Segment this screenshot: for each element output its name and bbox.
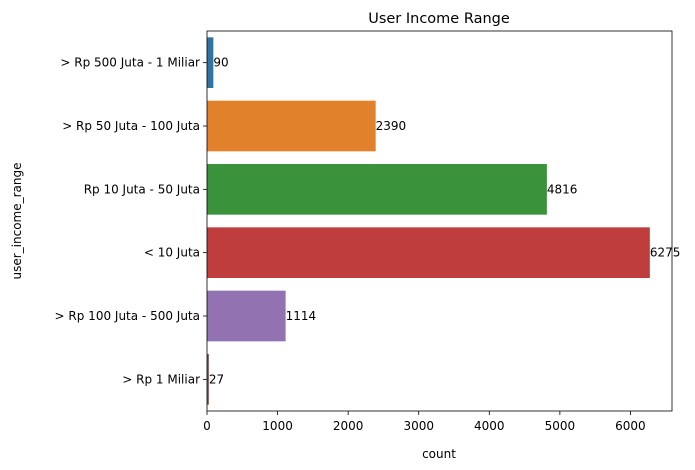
x-tick-label: 5000 [545, 419, 576, 433]
y-axis-label: user_income_range [10, 162, 24, 279]
bar [207, 290, 286, 342]
bar [207, 164, 547, 215]
chart-title: User Income Range [368, 11, 510, 27]
bars-group [207, 37, 650, 405]
x-ticks: 0 1000 2000 3000 4000 5000 6000 [203, 411, 646, 433]
x-tick-label: 0 [203, 419, 211, 433]
bar [207, 227, 650, 278]
data-label: 6275 [650, 246, 681, 260]
x-tick-label: 2000 [333, 419, 364, 433]
data-label: 4816 [547, 182, 578, 196]
bar [207, 37, 214, 88]
data-label: 1114 [286, 309, 317, 323]
y-tick-label: Rp 10 Juta - 50 Juta [84, 182, 200, 196]
y-tick-label: > Rp 100 Juta - 500 Juta [55, 309, 200, 323]
x-tick-label: 4000 [474, 419, 505, 433]
x-axis-label: count [422, 447, 456, 461]
bar [207, 354, 209, 405]
x-tick-label: 6000 [615, 419, 646, 433]
data-label: 27 [209, 372, 224, 386]
y-tick-label: > Rp 1 Miliar [122, 372, 200, 386]
y-tick-label: > Rp 50 Juta - 100 Juta [62, 119, 200, 133]
x-tick-label: 1000 [262, 419, 293, 433]
y-tick-label: > Rp 500 Juta - 1 Miliar [60, 56, 200, 70]
bar [207, 100, 376, 152]
data-labels: 90 2390 4816 6275 1114 27 [209, 56, 680, 387]
y-tick-labels: > Rp 500 Juta - 1 Miliar > Rp 50 Juta - 1… [55, 56, 207, 386]
y-tick-label: < 10 Juta [144, 246, 200, 260]
plot-frame [206, 30, 673, 412]
data-label: 2390 [376, 119, 407, 133]
x-tick-label: 3000 [403, 419, 434, 433]
data-label: 90 [213, 56, 228, 70]
